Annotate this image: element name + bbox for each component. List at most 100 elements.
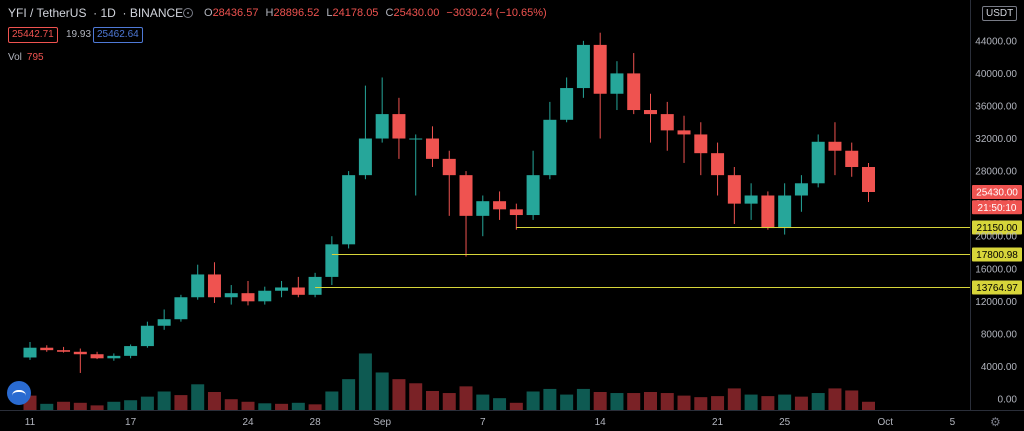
level-label-box — [972, 220, 1022, 235]
y-tick-label: 20000.00 — [975, 232, 1017, 243]
volume-bar — [207, 392, 221, 410]
countdown-label: 21:50:10 — [978, 203, 1017, 214]
interval: 1D — [100, 6, 116, 20]
level-label-box — [972, 247, 1022, 262]
candle-body — [140, 325, 154, 347]
candles — [23, 32, 875, 373]
ohlc-open: 28436.57 — [212, 7, 259, 19]
time-axis[interactable]: 11 17 24 28 Sep 7 14 21 25 Oct 5 — [25, 417, 956, 428]
volume-bar — [107, 401, 121, 410]
volume-bar — [828, 388, 842, 410]
volume-bar — [90, 405, 104, 410]
level-label-box — [972, 280, 1022, 295]
volume-bar — [677, 395, 691, 410]
candle-body — [643, 110, 657, 115]
candle-body — [828, 141, 842, 151]
x-tick-label: 28 — [310, 417, 322, 428]
candle-body — [845, 150, 859, 168]
volume-bar — [224, 399, 238, 410]
volume-bar — [509, 402, 523, 410]
x-tick-label: Sep — [373, 417, 391, 428]
candle-body — [191, 274, 205, 298]
volume-bar — [627, 393, 641, 410]
ohlc-close: 25430.00 — [393, 7, 440, 19]
candle-body — [476, 201, 490, 216]
volume-bar — [476, 394, 490, 410]
ohlc-change: −3030.24 (−10.65%) — [446, 7, 547, 19]
currency-button[interactable]: USDT — [982, 6, 1018, 21]
ohlc-high: 28896.52 — [273, 7, 320, 19]
countdown-box — [972, 200, 1022, 215]
volume-bar — [375, 372, 389, 410]
volume-bar — [459, 386, 473, 410]
gear-icon[interactable]: ⚙ — [990, 415, 1001, 429]
ma-value-1[interactable]: 25442.71 — [8, 27, 58, 43]
x-tick-label: 17 — [125, 417, 137, 428]
candle-body — [409, 138, 423, 140]
volume-bar — [241, 401, 255, 410]
candle-body — [174, 297, 188, 320]
candle-body — [325, 244, 339, 277]
candle-body — [107, 355, 121, 359]
candle-body — [442, 158, 456, 176]
candle-body — [593, 44, 607, 94]
volume-bar — [610, 393, 624, 410]
volume-bar — [124, 400, 138, 410]
volume-bar — [308, 404, 322, 410]
candle-body — [291, 287, 305, 295]
volume-bar — [275, 403, 289, 410]
symbol-name: YFI / TetherUS — [8, 6, 87, 20]
volume-bar — [174, 395, 188, 410]
candle-body — [560, 88, 574, 120]
y-tick-label: 40000.00 — [975, 69, 1017, 80]
price-labels: 25430.00 21:50:10 — [972, 184, 1022, 215]
eye-icon[interactable] — [183, 8, 193, 18]
x-tick-label: 5 — [950, 417, 956, 428]
volume-bar — [526, 391, 540, 410]
volume-bar — [711, 396, 725, 410]
volume-bar — [40, 403, 54, 410]
candle-body — [543, 119, 557, 176]
exchange: BINANCE — [129, 6, 184, 20]
candle-body — [224, 293, 238, 298]
volume-bar — [325, 391, 339, 410]
volume-bars — [23, 353, 875, 410]
volume-bar — [811, 393, 825, 410]
volume-bar — [425, 390, 439, 410]
volume-bar — [409, 383, 423, 410]
volume-label: Vol — [8, 52, 22, 63]
candle-body — [744, 195, 758, 204]
volume-bar — [191, 384, 205, 410]
candle-body — [258, 290, 272, 302]
last-price-label: 25430.00 — [976, 187, 1018, 198]
candle-body — [124, 346, 138, 356]
candle-body — [392, 114, 406, 139]
volume-bar — [862, 401, 875, 410]
candle-body — [660, 114, 674, 131]
ohlc-legend: O28436.57 H28896.52 L24178.05 C25430.00 … — [204, 7, 547, 19]
volume-bar — [342, 379, 356, 410]
symbol-title[interactable]: YFI / TetherUS · 1D · BINANCE — [8, 6, 184, 20]
candle-body — [761, 195, 775, 229]
candle-body — [727, 175, 741, 204]
candle-body — [509, 209, 523, 216]
tradingview-logo-icon[interactable] — [7, 381, 31, 405]
horizontal-levels: 21150.00 17800.98 13764.97 — [315, 220, 1022, 295]
volume-legend[interactable]: Vol 795 — [8, 52, 44, 63]
y-tick-label: 0.00 — [998, 395, 1018, 406]
candle-body — [610, 73, 624, 94]
candle-body — [23, 347, 37, 358]
candle-body — [493, 201, 507, 210]
level-label: 17800.98 — [976, 250, 1018, 261]
x-tick-label: 14 — [595, 417, 607, 428]
volume-bar — [694, 397, 708, 410]
volume-value: 795 — [26, 52, 44, 63]
y-tick-label: 12000.00 — [975, 297, 1017, 308]
ma-length: 19.93 — [66, 29, 92, 40]
y-tick-label: 44000.00 — [975, 36, 1017, 47]
candle-body — [425, 138, 439, 159]
volume-bar — [493, 398, 507, 410]
candle-body — [627, 73, 641, 111]
ma-value-2[interactable]: 25462.64 — [93, 27, 143, 43]
